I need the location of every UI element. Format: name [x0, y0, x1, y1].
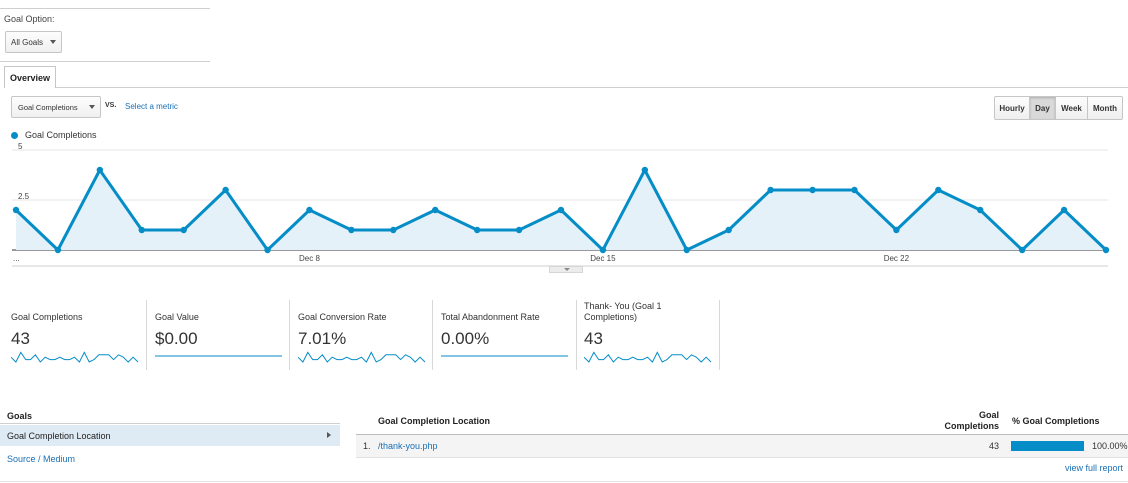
data-point: [557, 206, 565, 214]
x-tick-label: Dec 15: [590, 254, 616, 263]
col-percent-header[interactable]: % Goal Completions: [1012, 416, 1100, 426]
data-point: [473, 226, 481, 234]
legend-label: Goal Completions: [25, 130, 97, 140]
line-chart: 5 2.5 ... Dec 8 Dec 15 Dec 22: [12, 142, 1110, 267]
granularity-toggle: Hourly Day Week Month: [994, 96, 1123, 120]
col-location-header[interactable]: Goal Completion Location: [378, 416, 490, 426]
y-tick-label: 5: [18, 142, 23, 151]
metric-divider: [432, 300, 433, 370]
hourly-button[interactable]: Hourly: [995, 97, 1030, 119]
data-point: [1060, 206, 1068, 214]
data-point: [12, 206, 20, 214]
sidebar-item-goal-completion-location[interactable]: Goal Completion Location: [0, 425, 340, 446]
week-button[interactable]: Week: [1056, 97, 1088, 119]
metric-divider: [146, 300, 147, 370]
row-completions: 43: [988, 441, 999, 451]
metric-label: Goal Conversion Rate: [298, 312, 387, 322]
legend-dot-icon: [11, 131, 18, 139]
metric-label: Goal Value: [155, 312, 199, 322]
goal-option-dropdown[interactable]: All Goals: [5, 31, 62, 53]
goals-header: Goals: [7, 411, 33, 421]
data-point: [348, 226, 355, 234]
data-point: [767, 186, 774, 194]
sidebar-item-source-medium[interactable]: Source / Medium: [7, 454, 76, 464]
col-completions-header[interactable]: Goal Completions: [944, 410, 999, 431]
row-index: 1.: [363, 441, 371, 451]
data-point: [1018, 246, 1026, 254]
metric-sparkline: [298, 351, 426, 363]
vs-label: VS.: [105, 102, 117, 109]
data-point: [809, 186, 816, 194]
data-point: [599, 246, 607, 254]
data-point: [851, 186, 858, 194]
metric-tile[interactable]: Thank- You (Goal 1 Completions) 43: [584, 300, 726, 370]
data-point: [306, 206, 313, 214]
metric-label: Goal Completions: [11, 312, 83, 322]
metric-label: Total Abandonment Rate: [441, 312, 540, 322]
y-tick-label: 2.5: [18, 192, 30, 201]
metric-sparkline: [584, 351, 712, 363]
data-point: [222, 186, 229, 194]
chevron-down-icon: [89, 105, 95, 109]
data-point: [683, 246, 690, 254]
metric-baseline: [155, 355, 282, 357]
metric-divider: [576, 300, 577, 370]
metric-selected: Goal Completions: [18, 102, 78, 112]
data-point: [515, 226, 523, 234]
metric-tile[interactable]: Goal Conversion Rate 7.01%: [298, 300, 440, 370]
chevron-down-icon: [50, 40, 56, 44]
metric-tile[interactable]: Goal Completions 43: [11, 300, 153, 370]
day-button[interactable]: Day: [1030, 97, 1056, 119]
data-point: [138, 226, 145, 234]
month-button[interactable]: Month: [1088, 97, 1122, 119]
data-point: [725, 226, 732, 234]
row-location-link[interactable]: /thank-you.php: [378, 441, 438, 451]
metric-value: 7.01%: [298, 329, 347, 348]
data-point: [96, 166, 104, 174]
chart-scroll-handle[interactable]: [549, 266, 583, 273]
metric-baseline: [441, 355, 568, 357]
metric-label: Thank- You (Goal 1 Completions): [584, 301, 662, 322]
chevron-down-icon: [564, 268, 570, 271]
data-point: [390, 226, 397, 234]
goal-option-selected: All Goals: [11, 37, 44, 47]
metric-tile[interactable]: Total Abandonment Rate 0.00%: [441, 300, 583, 370]
sidebar-item-label: Goal Completion Location: [7, 431, 111, 441]
metric-value: 43: [11, 329, 30, 348]
tab-overview[interactable]: Overview: [4, 66, 56, 88]
data-point: [432, 206, 439, 214]
metric-tile[interactable]: Goal Value $0.00: [155, 300, 297, 370]
chart-legend[interactable]: Goal Completions: [11, 130, 97, 140]
data-point: [1102, 246, 1110, 254]
view-full-report-link[interactable]: view full report: [1065, 463, 1124, 473]
data-point: [935, 186, 942, 194]
data-point: [893, 226, 900, 234]
x-tick-label: Dec 8: [299, 254, 320, 263]
data-point: [641, 166, 649, 174]
data-point: [264, 246, 271, 254]
row-percent: 100.00%: [1092, 441, 1128, 451]
x-tick-label: ...: [13, 254, 20, 263]
metric-value: $0.00: [155, 329, 198, 348]
metric-value: 0.00%: [441, 329, 490, 348]
data-point: [54, 246, 62, 254]
metric-dropdown[interactable]: Goal Completions: [11, 96, 101, 118]
row-percent-bar-track: [1011, 441, 1084, 451]
data-point: [977, 206, 984, 214]
data-point: [180, 226, 187, 234]
row-percent-bar: [1011, 441, 1084, 451]
x-tick-label: Dec 22: [884, 254, 910, 263]
metric-value: 43: [584, 329, 603, 348]
select-metric-link[interactable]: Select a metric: [125, 102, 178, 111]
metric-sparkline: [11, 351, 139, 363]
goal-option-label: Goal Option:: [4, 14, 55, 24]
metric-divider: [289, 300, 290, 370]
metric-divider: [719, 300, 720, 370]
chevron-right-icon: [327, 432, 331, 438]
table-row: 1. /thank-you.php 43 100.00%: [356, 435, 1128, 457]
